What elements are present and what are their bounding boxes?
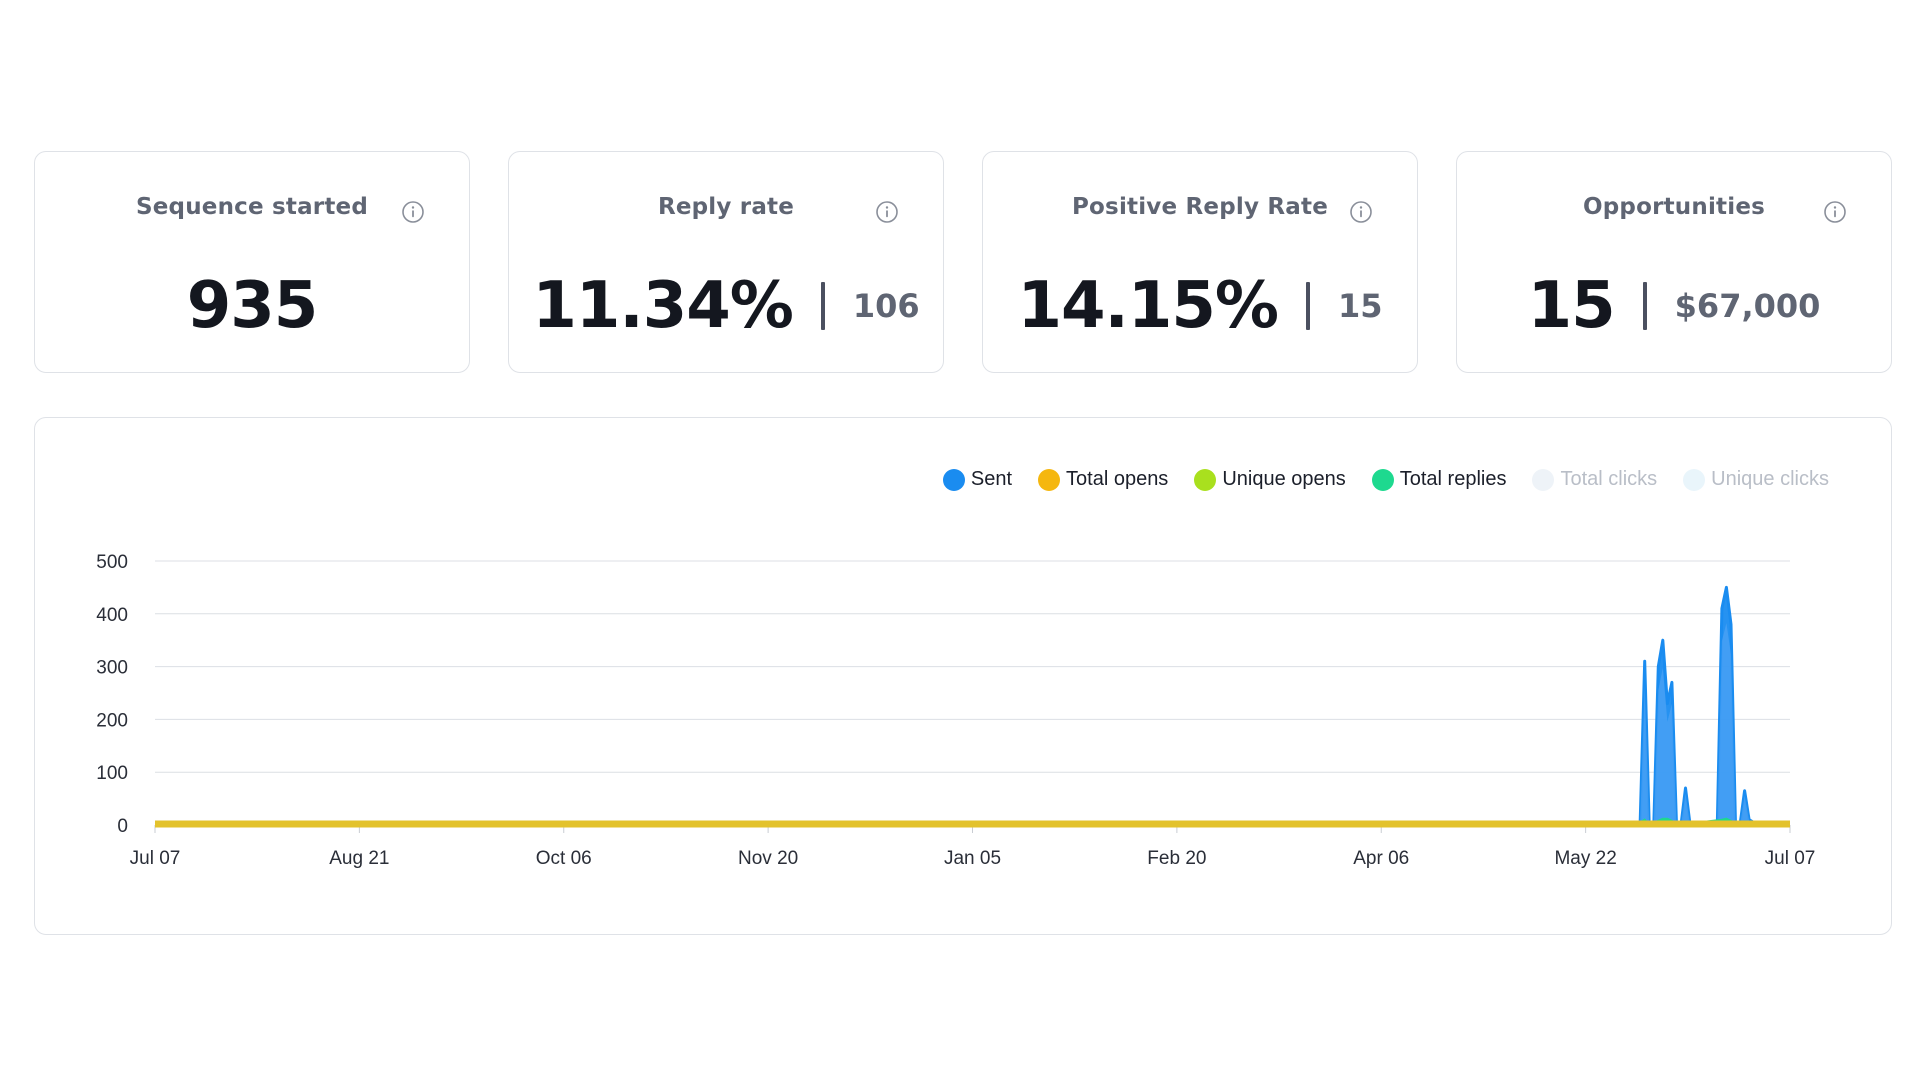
series-sent-area bbox=[1634, 585, 1760, 827]
legend-dot bbox=[1371, 468, 1394, 491]
legend-label: Total replies bbox=[1399, 468, 1507, 490]
legend-label: Total opens bbox=[1066, 468, 1169, 490]
stat-value-row: 935 bbox=[35, 269, 469, 343]
value-separator bbox=[1642, 282, 1647, 330]
x-tick-label: Nov 20 bbox=[738, 848, 798, 869]
y-tick-label: 500 bbox=[96, 552, 128, 573]
info-icon[interactable] bbox=[875, 200, 899, 224]
x-tick-label: Jul 07 bbox=[130, 848, 181, 869]
legend-dot bbox=[942, 468, 965, 491]
stat-value: 935 bbox=[186, 269, 319, 343]
stat-secondary-value: 106 bbox=[852, 287, 920, 325]
stat-secondary-value: $67,000 bbox=[1674, 287, 1821, 325]
y-tick-label: 300 bbox=[96, 658, 128, 679]
y-tick-label: 400 bbox=[96, 605, 128, 626]
legend-dot bbox=[1683, 468, 1706, 491]
legend-dot bbox=[1038, 468, 1061, 491]
legend-item-total-clicks[interactable]: Total clicks bbox=[1532, 468, 1657, 491]
stats-row: Sequence started 935 Reply rate 11.34% 1… bbox=[34, 151, 1892, 375]
stat-value: 14.15% bbox=[1017, 269, 1279, 343]
stat-card-reply-rate: Reply rate 11.34% 106 bbox=[508, 151, 944, 373]
stat-secondary-value: 15 bbox=[1338, 287, 1383, 325]
chart-legend: Sent Total opens Unique opens Total repl… bbox=[942, 468, 1829, 491]
legend-label: Sent bbox=[970, 468, 1013, 490]
legend-dot bbox=[1532, 468, 1555, 491]
x-tick-label: Apr 06 bbox=[1353, 848, 1409, 869]
value-separator bbox=[1306, 282, 1311, 330]
x-tick-label: Jan 05 bbox=[944, 848, 1001, 869]
stat-value: 15 bbox=[1527, 269, 1616, 343]
legend-dot bbox=[1194, 468, 1217, 491]
x-tick-label: May 22 bbox=[1554, 848, 1616, 869]
legend-label: Total clicks bbox=[1560, 468, 1658, 490]
stat-title: Sequence started bbox=[135, 194, 369, 220]
info-icon[interactable] bbox=[401, 200, 425, 224]
stat-card-sequence-started: Sequence started 935 bbox=[34, 151, 470, 373]
stat-value-row: 11.34% 106 bbox=[509, 269, 943, 343]
legend-label: Unique clicks bbox=[1711, 468, 1829, 490]
x-tick-label: Feb 20 bbox=[1147, 848, 1206, 869]
legend-item-unique-clicks[interactable]: Unique clicks bbox=[1683, 468, 1829, 491]
x-tick-label: Jul 07 bbox=[1765, 848, 1816, 869]
y-tick-label: 200 bbox=[96, 710, 128, 731]
activity-chart: 0 100 200 300 400 500 Jul 07 Aug 21 Oct 06 Nov 20… bbox=[96, 552, 1816, 869]
legend-label: Unique opens bbox=[1222, 468, 1346, 490]
x-tick-label: Aug 21 bbox=[329, 848, 389, 869]
x-tick-label: Oct 06 bbox=[536, 848, 592, 869]
stat-title: Reply rate bbox=[657, 194, 795, 220]
info-icon[interactable] bbox=[1823, 200, 1847, 224]
legend-item-sent[interactable]: Sent bbox=[942, 468, 1013, 491]
stat-value-row: 14.15% 15 bbox=[983, 269, 1417, 343]
legend-item-total-replies[interactable]: Total replies bbox=[1371, 468, 1507, 491]
stat-card-opportunities: Opportunities 15 $67,000 bbox=[1456, 151, 1892, 373]
y-tick-label: 100 bbox=[96, 763, 128, 784]
stat-card-positive-reply-rate: Positive Reply Rate 14.15% 15 bbox=[982, 151, 1418, 373]
series-sent-inner bbox=[1635, 623, 1759, 825]
info-icon[interactable] bbox=[1349, 200, 1373, 224]
y-tick-label: 0 bbox=[117, 816, 128, 837]
stat-value-row: 15 $67,000 bbox=[1457, 269, 1891, 343]
activity-chart-card: 0 100 200 300 400 500 Jul 07 Aug 21 Oct 06 Nov 20… bbox=[34, 417, 1892, 935]
value-separator bbox=[820, 282, 825, 330]
stat-title: Opportunities bbox=[1582, 194, 1766, 220]
stat-value: 11.34% bbox=[532, 269, 794, 343]
legend-item-total-opens[interactable]: Total opens bbox=[1038, 468, 1168, 491]
stat-title: Positive Reply Rate bbox=[1072, 194, 1328, 220]
legend-item-unique-opens[interactable]: Unique opens bbox=[1194, 468, 1346, 491]
